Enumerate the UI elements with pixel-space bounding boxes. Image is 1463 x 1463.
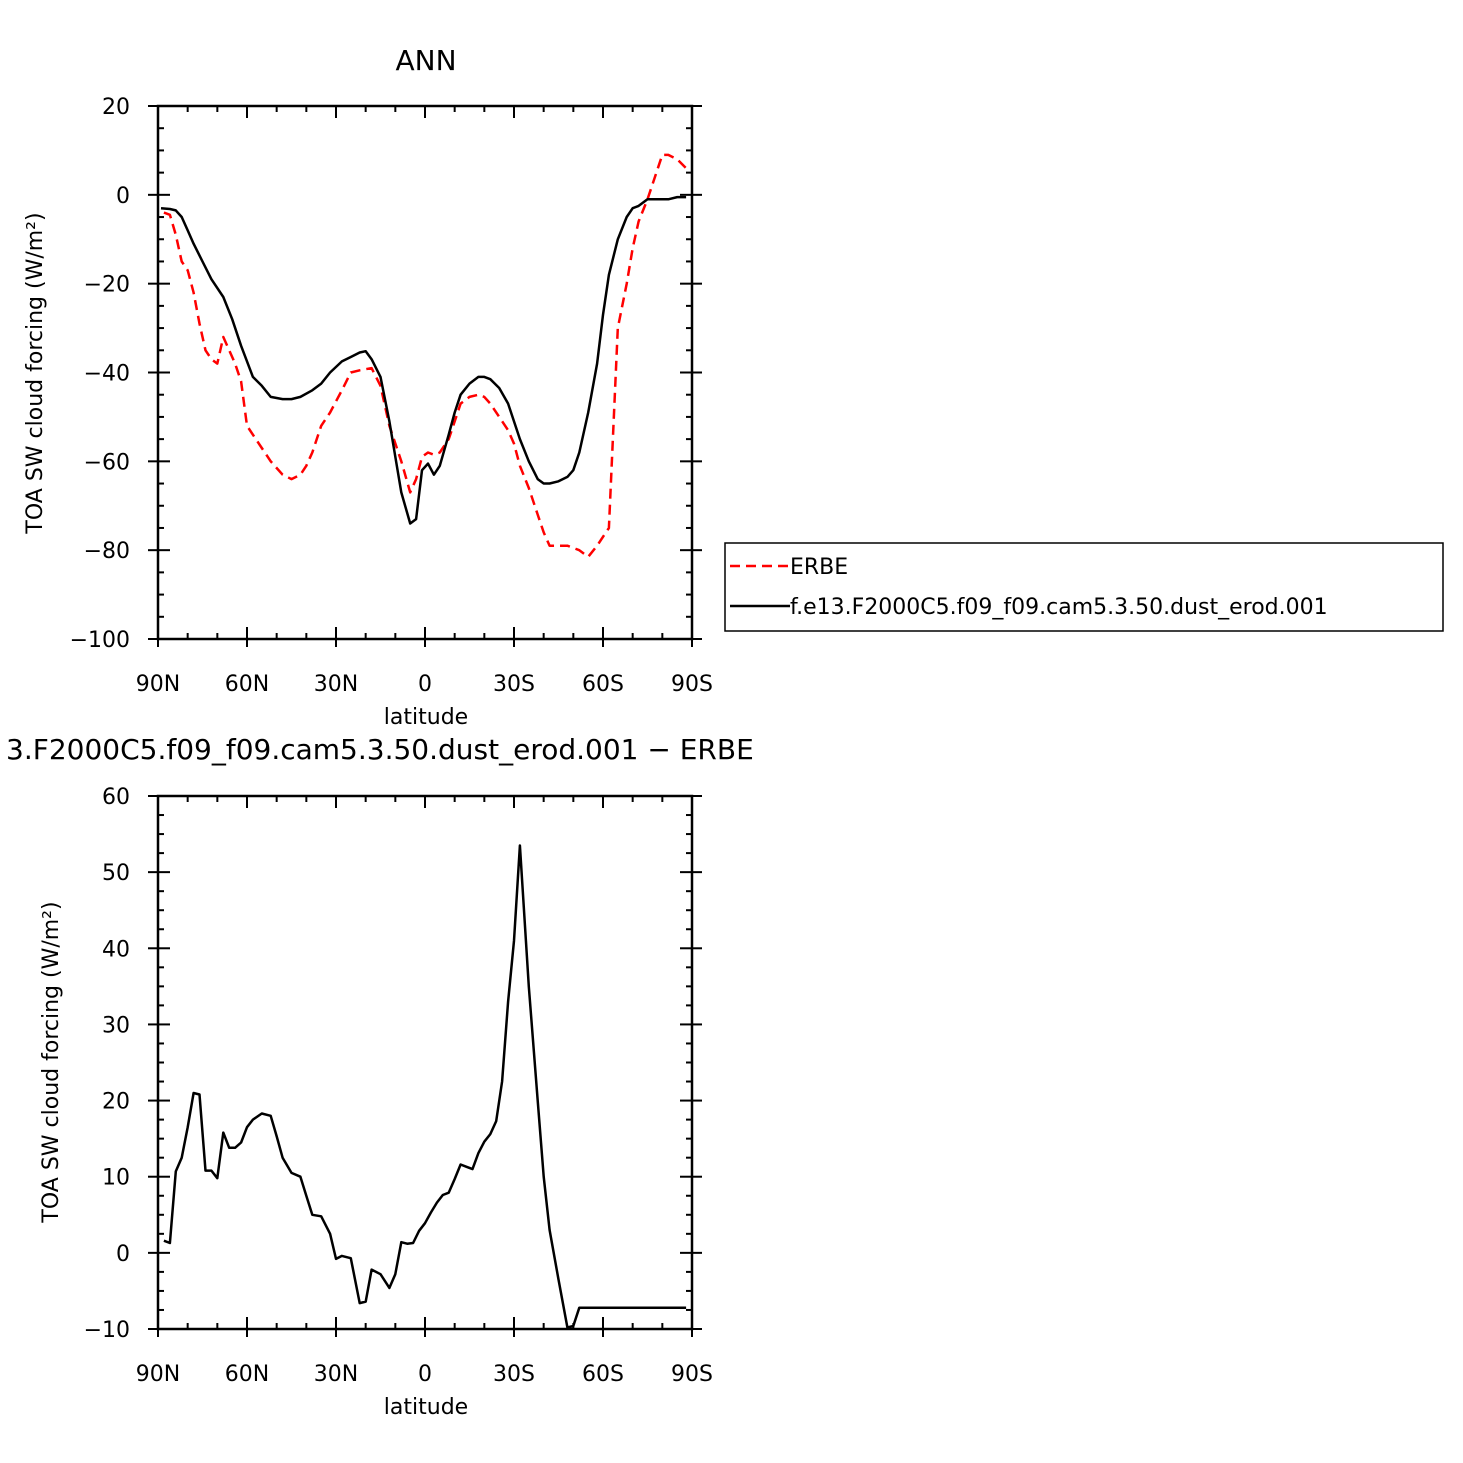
top-y-axis-title-group: TOA SW cloud forcing (W/m²) bbox=[23, 212, 48, 534]
top-y-tick-label: 20 bbox=[102, 95, 130, 120]
top-series-line-1 bbox=[160, 195, 687, 525]
top-x-tick-label: 30S bbox=[493, 672, 535, 697]
legend: ERBE f.e13.F2000C5.f09_f09.cam5.3.50.dus… bbox=[724, 542, 1444, 632]
top-y-axis-title: TOA SW cloud forcing (W/m²) bbox=[23, 212, 48, 534]
top-y-tick-label: 0 bbox=[116, 184, 130, 209]
bottom-series-group bbox=[163, 844, 687, 1329]
bottom-x-tick-label: 30S bbox=[493, 1362, 535, 1387]
panel-top: ANN TOA SW cloud forcing (W/m²) latitude… bbox=[23, 44, 1444, 730]
top-x-axis-title: latitude bbox=[384, 705, 468, 730]
top-x-tick-label: 60S bbox=[582, 672, 624, 697]
bottom-x-tick-label: 60N bbox=[225, 1362, 269, 1387]
bottom-y-tick-label: 60 bbox=[102, 785, 130, 810]
bottom-y-tick-label: 30 bbox=[102, 1013, 130, 1038]
bottom-y-tick-label: 0 bbox=[116, 1242, 130, 1267]
legend-label-model: f.e13.F2000C5.f09_f09.cam5.3.50.dust_ero… bbox=[790, 595, 1328, 620]
bottom-y-tick-label: 40 bbox=[102, 937, 130, 962]
bottom-x-tick-label: 60S bbox=[582, 1362, 624, 1387]
bottom-x-axis-title: latitude bbox=[384, 1395, 468, 1420]
top-panel-title: ANN bbox=[395, 44, 456, 77]
bottom-panel-title: 3.F2000C5.f09_f09.cam5.3.50.dust_erod.00… bbox=[6, 733, 754, 766]
top-x-tick-label: 60N bbox=[225, 672, 269, 697]
top-y-tick-label: −40 bbox=[84, 362, 130, 387]
bottom-plot-frame bbox=[156, 794, 694, 1331]
top-series-group bbox=[160, 153, 687, 559]
top-x-tick-label: 90S bbox=[671, 672, 713, 697]
top-y-tick-label: −80 bbox=[84, 539, 130, 564]
bottom-x-tick-label: 90S bbox=[671, 1362, 713, 1387]
bottom-series-line-0 bbox=[163, 844, 687, 1329]
legend-label-erbe: ERBE bbox=[790, 555, 848, 580]
bottom-y-axis-title: TOA SW cloud forcing (W/m²) bbox=[39, 901, 64, 1223]
top-ticks: 90N 60N 30N 0 30S 60S 90S 20 0 −20 −40 −60 −80 −100 bbox=[70, 95, 713, 697]
top-y-tick-label: −100 bbox=[70, 628, 130, 653]
bottom-y-tick-label: −10 bbox=[84, 1318, 130, 1343]
bottom-y-tick-label: 50 bbox=[102, 861, 130, 886]
bottom-x-tick-label: 0 bbox=[418, 1362, 432, 1387]
top-y-tick-label: −20 bbox=[84, 273, 130, 298]
top-x-tick-label: 0 bbox=[418, 672, 432, 697]
bottom-ticks: 90N 60N 30N 0 30S 60S 90S 60 50 40 30 20 10 0 −10 bbox=[84, 785, 713, 1387]
top-series-line-0 bbox=[163, 153, 687, 559]
bottom-y-tick-label: 20 bbox=[102, 1090, 130, 1115]
top-x-tick-label: 30N bbox=[314, 672, 358, 697]
legend-box bbox=[724, 542, 1444, 632]
bottom-x-tick-label: 90N bbox=[136, 1362, 180, 1387]
top-x-tick-label: 90N bbox=[136, 672, 180, 697]
top-plot-frame bbox=[156, 104, 694, 641]
bottom-y-axis-title-group: TOA SW cloud forcing (W/m²) bbox=[39, 901, 64, 1223]
panel-bottom: 3.F2000C5.f09_f09.cam5.3.50.dust_erod.00… bbox=[6, 733, 754, 1420]
top-y-tick-label: −60 bbox=[84, 450, 130, 475]
bottom-x-tick-label: 30N bbox=[314, 1362, 358, 1387]
bottom-y-tick-label: 10 bbox=[102, 1166, 130, 1191]
